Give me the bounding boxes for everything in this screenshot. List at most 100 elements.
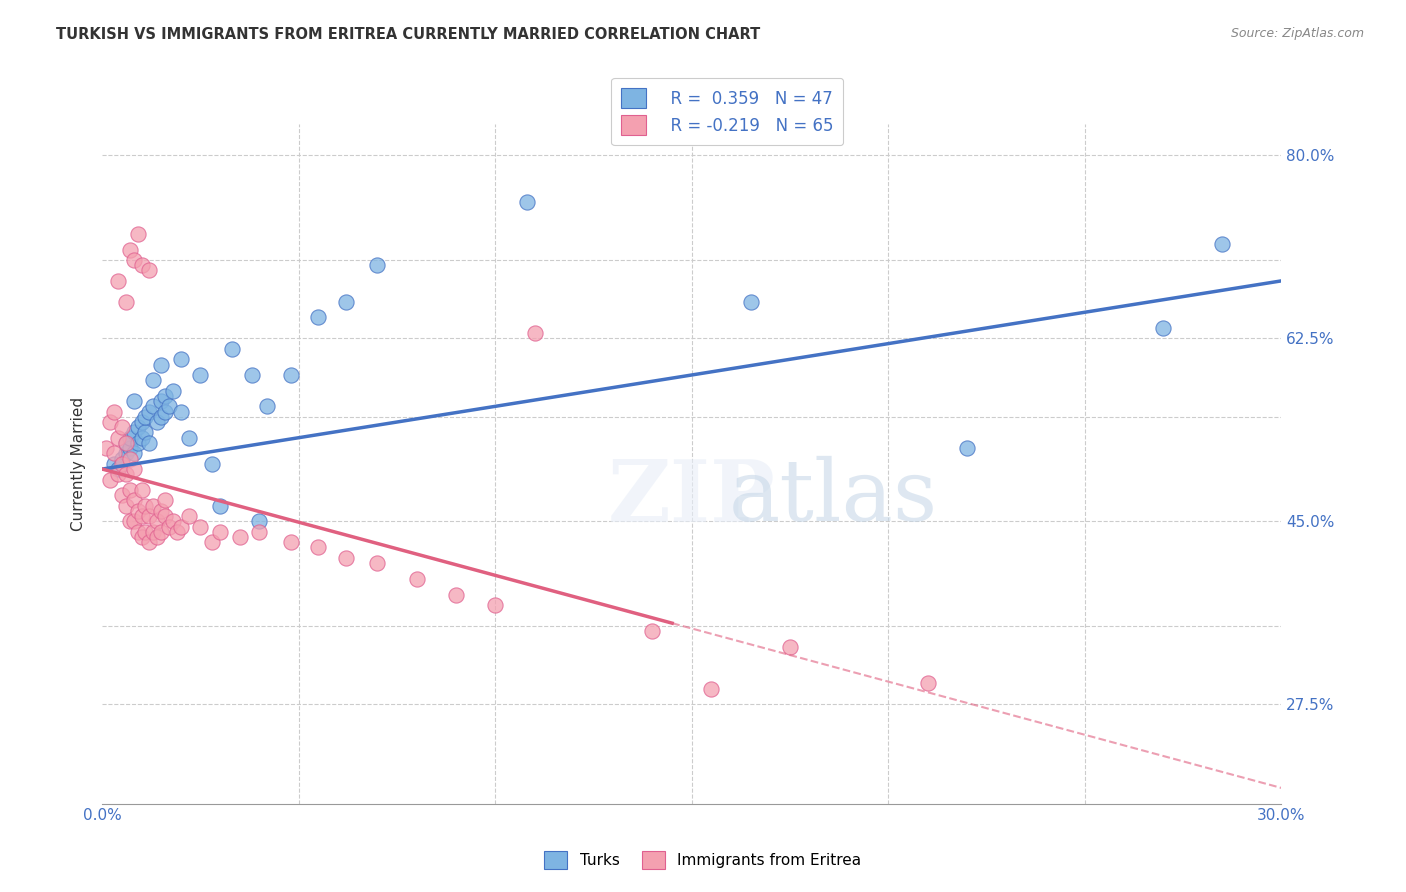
Point bbox=[98, 473, 121, 487]
Point bbox=[138, 404, 160, 418]
Point bbox=[229, 530, 252, 544]
Point bbox=[111, 451, 134, 466]
Point bbox=[405, 572, 427, 586]
Point bbox=[118, 514, 141, 528]
Point bbox=[103, 446, 125, 460]
Point bbox=[170, 404, 193, 418]
Point bbox=[131, 415, 153, 429]
Point bbox=[157, 519, 180, 533]
Point bbox=[956, 441, 979, 455]
Point bbox=[280, 535, 302, 549]
Point bbox=[162, 384, 184, 398]
Text: atlas: atlas bbox=[728, 456, 938, 540]
Point bbox=[190, 368, 212, 382]
Point bbox=[153, 509, 176, 524]
Point bbox=[256, 400, 278, 414]
Point bbox=[122, 493, 145, 508]
Point bbox=[122, 425, 145, 440]
Point bbox=[1153, 321, 1175, 335]
Point bbox=[366, 258, 388, 272]
Point bbox=[114, 294, 136, 309]
Point bbox=[779, 640, 801, 654]
Point bbox=[1211, 237, 1233, 252]
Point bbox=[516, 195, 538, 210]
Point bbox=[138, 436, 160, 450]
Point bbox=[523, 326, 546, 340]
Point bbox=[146, 514, 169, 528]
Point bbox=[157, 400, 180, 414]
Point bbox=[146, 530, 169, 544]
Point bbox=[122, 252, 145, 267]
Point bbox=[335, 294, 357, 309]
Point bbox=[111, 488, 134, 502]
Point bbox=[249, 514, 271, 528]
Point bbox=[150, 504, 173, 518]
Point bbox=[142, 499, 165, 513]
Point bbox=[118, 431, 141, 445]
Point bbox=[221, 342, 243, 356]
Point bbox=[134, 524, 156, 539]
Point bbox=[917, 676, 939, 690]
Point bbox=[177, 509, 200, 524]
Point bbox=[122, 462, 145, 476]
Point bbox=[131, 483, 153, 497]
Point bbox=[122, 514, 145, 528]
Point bbox=[166, 524, 188, 539]
Point bbox=[700, 681, 723, 696]
Text: TURKISH VS IMMIGRANTS FROM ERITREA CURRENTLY MARRIED CORRELATION CHART: TURKISH VS IMMIGRANTS FROM ERITREA CURRE… bbox=[56, 27, 761, 42]
Point bbox=[114, 446, 136, 460]
Point bbox=[127, 227, 149, 241]
Point bbox=[335, 550, 357, 565]
Point bbox=[118, 483, 141, 497]
Point bbox=[114, 499, 136, 513]
Point bbox=[142, 373, 165, 387]
Point bbox=[146, 415, 169, 429]
Point bbox=[150, 524, 173, 539]
Point bbox=[107, 462, 129, 476]
Point bbox=[118, 451, 141, 466]
Point bbox=[201, 457, 224, 471]
Legend:   R =  0.359   N = 47,   R = -0.219   N = 65: R = 0.359 N = 47, R = -0.219 N = 65 bbox=[612, 78, 844, 145]
Point bbox=[131, 258, 153, 272]
Point bbox=[127, 436, 149, 450]
Point bbox=[209, 524, 232, 539]
Point bbox=[118, 243, 141, 257]
Point bbox=[138, 509, 160, 524]
Point bbox=[131, 509, 153, 524]
Point bbox=[150, 394, 173, 409]
Point bbox=[114, 436, 136, 450]
Point bbox=[107, 274, 129, 288]
Point bbox=[98, 415, 121, 429]
Point bbox=[138, 263, 160, 277]
Point bbox=[111, 457, 134, 471]
Point bbox=[153, 404, 176, 418]
Point bbox=[150, 358, 173, 372]
Point bbox=[131, 431, 153, 445]
Point bbox=[103, 457, 125, 471]
Point bbox=[122, 446, 145, 460]
Point bbox=[127, 504, 149, 518]
Point bbox=[162, 514, 184, 528]
Point bbox=[201, 535, 224, 549]
Point bbox=[114, 436, 136, 450]
Point bbox=[127, 524, 149, 539]
Point bbox=[94, 441, 117, 455]
Point bbox=[307, 541, 329, 555]
Point bbox=[153, 389, 176, 403]
Point bbox=[484, 598, 506, 612]
Point bbox=[134, 499, 156, 513]
Point bbox=[134, 425, 156, 440]
Point bbox=[134, 409, 156, 424]
Text: Source: ZipAtlas.com: Source: ZipAtlas.com bbox=[1230, 27, 1364, 40]
Point bbox=[177, 431, 200, 445]
Point bbox=[366, 556, 388, 570]
Point bbox=[107, 467, 129, 482]
Point bbox=[307, 310, 329, 325]
Point bbox=[127, 420, 149, 434]
Point bbox=[240, 368, 263, 382]
Point bbox=[114, 467, 136, 482]
Point bbox=[138, 535, 160, 549]
Point bbox=[107, 431, 129, 445]
Point bbox=[131, 530, 153, 544]
Legend: Turks, Immigrants from Eritrea: Turks, Immigrants from Eritrea bbox=[538, 845, 868, 875]
